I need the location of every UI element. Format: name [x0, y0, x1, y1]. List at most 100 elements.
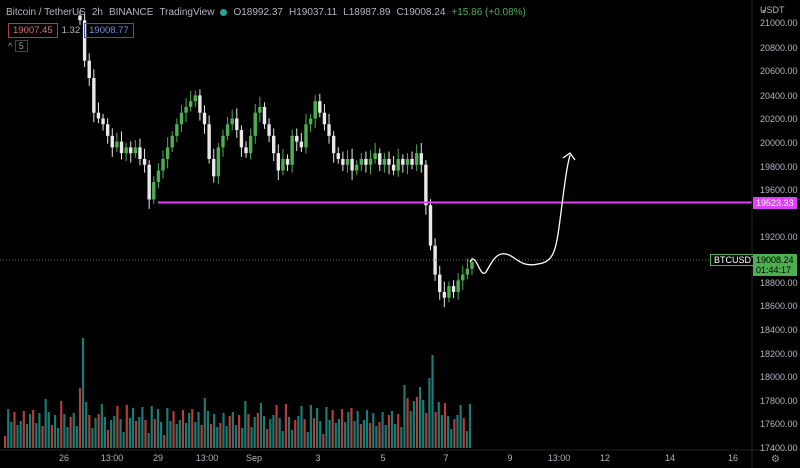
candle — [336, 147, 340, 164]
volume-bar — [284, 404, 287, 448]
volume-bars — [4, 338, 472, 448]
candle — [133, 139, 138, 158]
volume-bar — [147, 433, 150, 448]
candle — [414, 144, 419, 171]
volume-bar — [194, 422, 197, 448]
volume-bar — [41, 426, 44, 448]
candle — [170, 131, 174, 153]
volume-bar — [141, 407, 144, 448]
volume-bar — [400, 427, 403, 448]
volume-bar — [406, 398, 409, 448]
candle — [244, 141, 248, 158]
volume-bar — [453, 419, 456, 448]
price-tick: 20800.00 — [760, 43, 798, 53]
volume-bar — [403, 385, 406, 448]
candle — [355, 160, 359, 176]
support-price-tag: 19523.33 — [753, 196, 797, 209]
volume-bar — [213, 414, 216, 448]
volume-bar — [78, 388, 82, 448]
candle — [308, 113, 313, 133]
settings-gear-icon[interactable]: ⚙ — [771, 454, 780, 465]
volume-bar — [166, 408, 169, 448]
volume-bar — [206, 411, 209, 448]
volume-bar — [440, 415, 443, 448]
candle — [465, 258, 470, 280]
volume-bar — [138, 417, 141, 448]
volume-bar — [425, 413, 428, 448]
volume-bar — [35, 423, 38, 448]
volume-bar — [291, 430, 294, 448]
volume-bar — [172, 411, 175, 448]
candle — [96, 102, 101, 124]
volume-bar — [465, 431, 468, 448]
volume-bar — [228, 416, 231, 448]
candle — [451, 280, 456, 299]
volume-bar — [234, 425, 238, 448]
volume-bar — [447, 416, 450, 448]
volume-bar — [156, 409, 160, 448]
volume-bar — [250, 427, 253, 448]
spread: 1.32 — [61, 25, 81, 36]
volume-bar — [247, 414, 250, 448]
volume-bar — [309, 405, 312, 448]
candle — [350, 148, 354, 181]
candle — [331, 131, 336, 163]
volume-bar — [468, 404, 472, 448]
volume-bar — [7, 409, 10, 448]
price-tick: 20200.00 — [760, 114, 798, 124]
volume-bar — [306, 432, 309, 448]
candle — [285, 154, 290, 171]
candle — [184, 98, 188, 123]
currency-dropdown-icon[interactable]: ▾ — [762, 7, 766, 16]
candle — [78, 10, 82, 25]
candle — [248, 128, 253, 160]
candle — [119, 131, 124, 160]
candle — [207, 115, 211, 164]
volume-bar — [281, 431, 284, 448]
time-tick: 13:00 — [196, 453, 219, 463]
volume-bar — [350, 408, 353, 448]
candle — [322, 103, 327, 131]
volume-bar — [337, 419, 341, 448]
price-axis[interactable]: 21000.00 20800.00 20600.00 20400.00 20200.00… — [760, 18, 798, 453]
candle — [105, 118, 110, 144]
candle — [115, 132, 119, 153]
candle — [438, 265, 442, 300]
projection-path[interactable] — [469, 154, 571, 275]
time-tick: 16 — [728, 453, 738, 463]
time-axis[interactable]: 26 13:00 29 13:00 Sep 3 5 7 9 12 13:00 14 16 — [59, 453, 738, 463]
volume-bar — [303, 419, 306, 448]
volume-bar — [47, 412, 50, 448]
candle — [299, 132, 304, 153]
volume-bar — [266, 429, 269, 448]
candle — [387, 151, 391, 175]
interval[interactable]: 2h — [91, 7, 103, 18]
symbol-name[interactable]: Bitcoin / TetherUS — [6, 7, 86, 18]
volume-bar — [359, 424, 362, 448]
candle — [295, 128, 299, 152]
volume-bar — [106, 430, 110, 448]
volume-bar — [456, 415, 459, 448]
candlesticks — [78, 10, 474, 308]
collapse-indicators-icon[interactable]: ^ — [8, 41, 13, 51]
volume-bar — [163, 435, 166, 448]
volume-bar — [316, 408, 319, 448]
currency-label[interactable]: USDT — [760, 5, 785, 15]
volume-bar — [119, 419, 122, 448]
volume-bar — [384, 425, 387, 448]
candle — [359, 152, 364, 171]
volume-bar — [369, 423, 372, 448]
volume-bar — [94, 418, 97, 448]
ohlc-change: +15.86 (+0.08%) — [451, 7, 526, 18]
buy-button[interactable]: 19008.77 — [84, 23, 134, 38]
candle — [345, 150, 350, 173]
volume-bar — [63, 414, 66, 448]
indicator-count-badge[interactable]: 5 — [14, 40, 28, 52]
volume-bar — [328, 420, 331, 448]
sell-button[interactable]: 19007.45 — [8, 23, 58, 38]
candle — [216, 142, 221, 185]
volume-bar — [22, 411, 25, 448]
price-tick: 18000.00 — [760, 372, 798, 382]
volume-bar — [178, 420, 181, 448]
